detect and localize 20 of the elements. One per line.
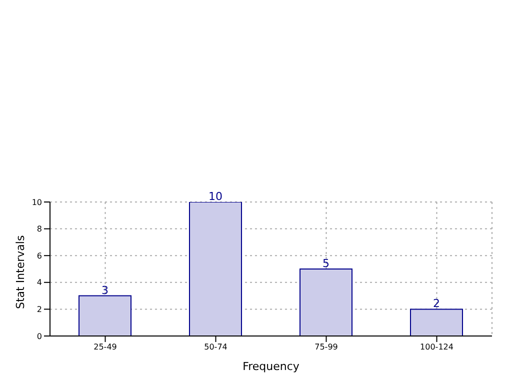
bar <box>78 295 132 336</box>
x-axis-title: Frequency <box>242 360 300 373</box>
bar <box>189 202 242 336</box>
y-axis-title: Stat Intervals <box>14 235 27 309</box>
bar <box>410 308 463 336</box>
bar <box>300 268 352 336</box>
x-tick-label: 75-99 <box>314 342 338 352</box>
y-tick-label: 4 <box>36 278 42 288</box>
x-tick-label: 100-124 <box>420 342 454 352</box>
y-tick-label: 2 <box>36 305 42 314</box>
data-label: 10 <box>208 190 222 203</box>
data-label: 2 <box>433 297 440 310</box>
x-tick-label: 25-49 <box>94 342 117 352</box>
y-tick-label: 8 <box>36 224 42 234</box>
y-tick-label: 10 <box>32 198 42 207</box>
data-label: 5 <box>322 257 330 270</box>
y-tick-label: 0 <box>36 332 42 341</box>
x-tick-label: 50-74 <box>204 342 228 352</box>
y-tick-label: 6 <box>36 251 42 260</box>
data-label: 3 <box>102 284 108 297</box>
